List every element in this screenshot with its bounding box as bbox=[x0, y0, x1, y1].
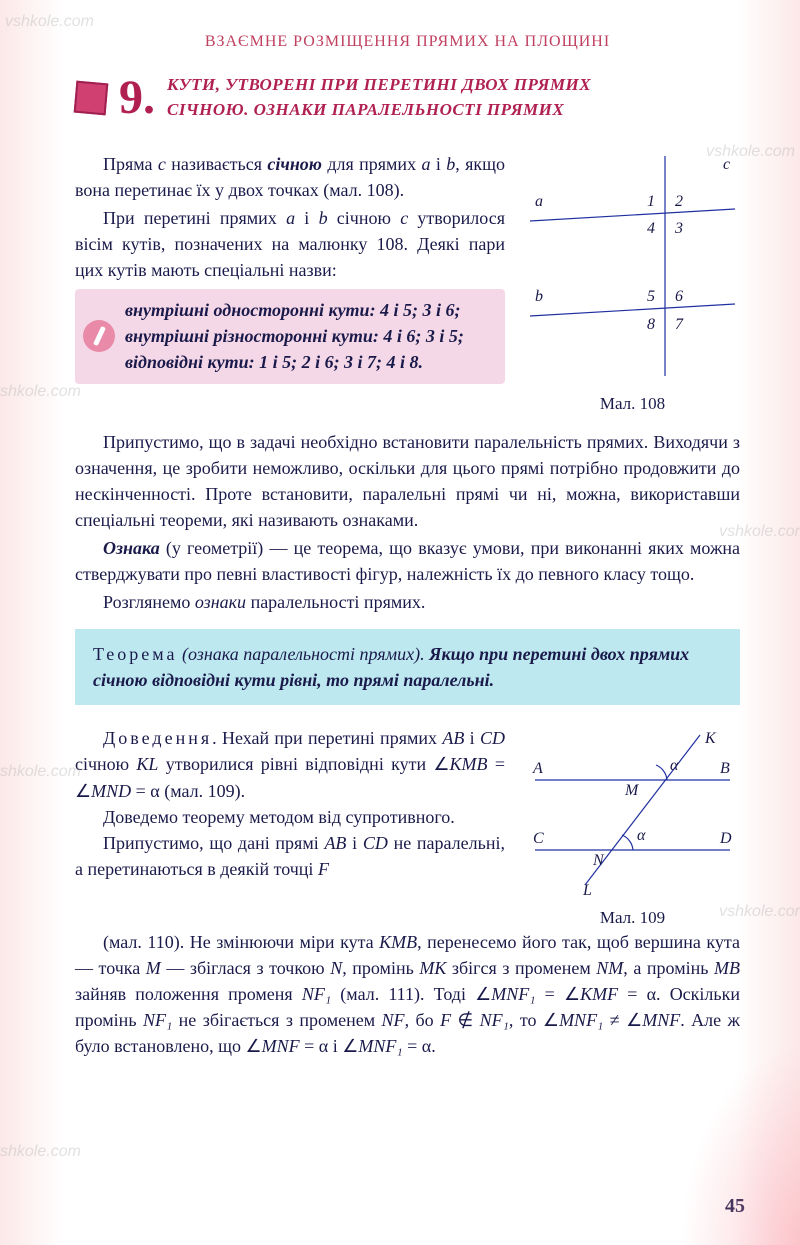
figure-108-caption: Мал. 108 bbox=[525, 392, 740, 417]
svg-text:A: A bbox=[532, 760, 543, 777]
paragraph-5: Розглянемо ознаки паралельності прямих. bbox=[75, 589, 740, 615]
svg-text:α: α bbox=[670, 757, 679, 774]
paragraph-2: При перетині прямих a і b січною c утвор… bbox=[75, 205, 505, 283]
angle-pairs-box: внутрішні односторонні кути: 4 і 5; 3 і … bbox=[75, 289, 505, 383]
proof-p3a: Припустимо, що дані прямі AB і CD не пар… bbox=[75, 830, 505, 882]
svg-text:b: b bbox=[535, 288, 543, 305]
svg-text:8: 8 bbox=[647, 316, 655, 333]
page-number: 45 bbox=[725, 1192, 745, 1221]
svg-text:5: 5 bbox=[647, 288, 655, 305]
svg-text:L: L bbox=[582, 882, 592, 895]
paragraph-4: Ознака (у геометрії) — це теорема, що вк… bbox=[75, 535, 740, 587]
svg-text:2: 2 bbox=[675, 193, 683, 210]
section-header: 9. КУТИ, УТВОРЕНІ ПРИ ПЕРЕТИНІ ДВОХ ПРЯМ… bbox=[75, 63, 740, 133]
figure-109: K L A B C D M N α α Мал. 109 bbox=[525, 725, 740, 931]
svg-text:6: 6 bbox=[675, 288, 683, 305]
pencil-icon bbox=[83, 320, 115, 352]
svg-text:7: 7 bbox=[675, 316, 684, 333]
proof-p1: Доведення. Нехай при перетині прямих AB … bbox=[75, 725, 505, 803]
section-number: 9. bbox=[119, 63, 155, 133]
chapter-header: ВЗАЄМНЕ РОЗМІЩЕННЯ ПРЯМИХ НА ПЛОЩИНІ bbox=[75, 30, 740, 53]
paragraph-1: Пряма c називається січною для прямих a … bbox=[75, 151, 505, 203]
svg-text:M: M bbox=[624, 782, 640, 799]
svg-text:4: 4 bbox=[647, 220, 655, 237]
svg-text:a: a bbox=[535, 193, 543, 210]
section-title-line1: КУТИ, УТВОРЕНІ ПРИ ПЕРЕТИНІ ДВОХ ПРЯМИХ bbox=[167, 75, 591, 94]
svg-text:K: K bbox=[704, 730, 717, 747]
svg-text:α: α bbox=[637, 827, 646, 844]
section-title: КУТИ, УТВОРЕНІ ПРИ ПЕРЕТИНІ ДВОХ ПРЯМИХ … bbox=[167, 73, 591, 122]
section-title-line2: СІЧНОЮ. ОЗНАКИ ПАРАЛЕЛЬНОСТІ ПРЯМИХ bbox=[167, 100, 564, 119]
svg-text:D: D bbox=[719, 830, 732, 847]
figure-109-caption: Мал. 109 bbox=[525, 906, 740, 931]
svg-text:C: C bbox=[533, 830, 544, 847]
svg-text:B: B bbox=[720, 760, 730, 777]
proof-p2: Доведемо теорему методом від супротивног… bbox=[75, 804, 505, 830]
svg-text:1: 1 bbox=[647, 193, 655, 210]
box-line2: внутрішні різносторонні кути: 4 і 6; 3 і… bbox=[125, 323, 495, 349]
box-line1: внутрішні односторонні кути: 4 і 5; 3 і … bbox=[125, 297, 495, 323]
section-cube-icon bbox=[74, 81, 109, 116]
proof-p3b: (мал. 110). Не змінюючи міри кута KMB, п… bbox=[75, 929, 740, 1059]
watermark: vshkole.com bbox=[0, 1140, 81, 1163]
paragraph-3: Припустимо, що в задачі необхідно встано… bbox=[75, 429, 740, 533]
figure-108: c a b 1 2 3 4 5 6 7 8 Мал. 108 bbox=[525, 151, 740, 417]
svg-text:N: N bbox=[592, 852, 605, 869]
box-line3: відповідні кути: 1 і 5; 2 і 6; 3 і 7; 4 … bbox=[125, 349, 495, 375]
svg-text:3: 3 bbox=[674, 220, 683, 237]
svg-text:c: c bbox=[723, 156, 730, 173]
theorem-box: Теорема (ознака паралельності прямих). Я… bbox=[75, 629, 740, 705]
